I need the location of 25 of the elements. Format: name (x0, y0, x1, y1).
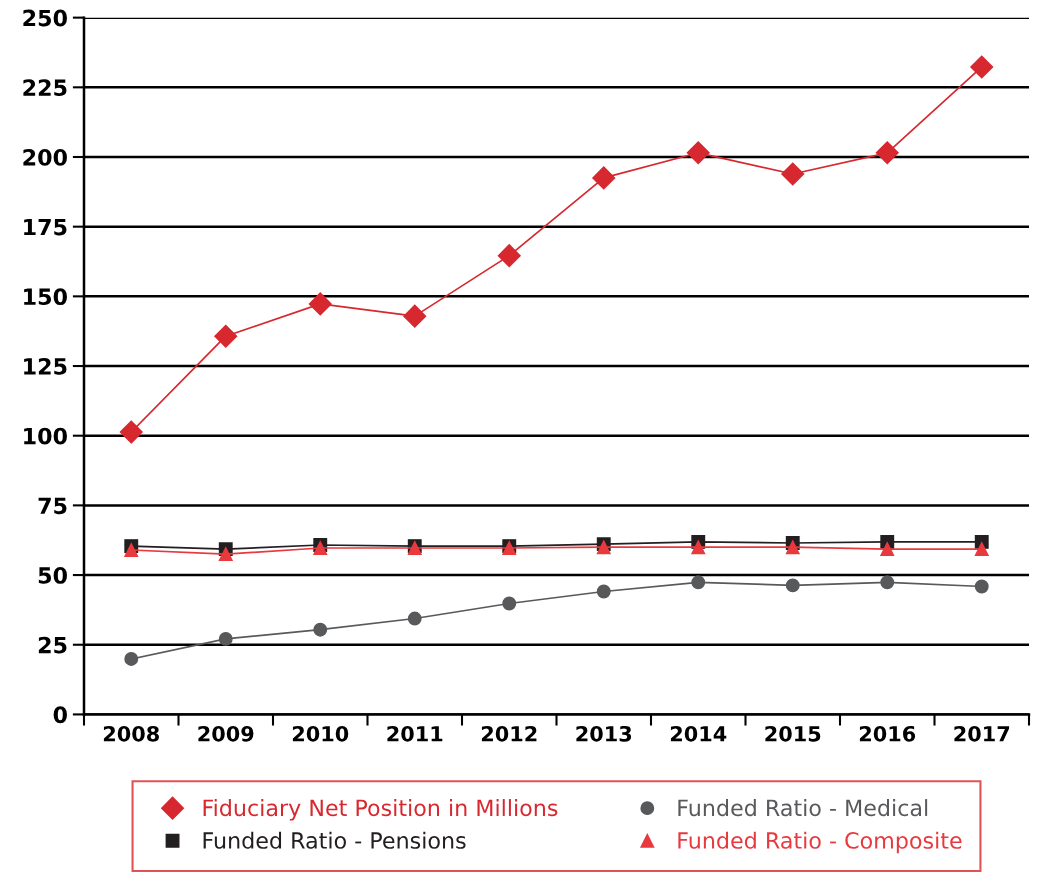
x-tick-label: 2014 (670, 725, 727, 742)
x-tick-label: 2010 (292, 725, 349, 742)
x-tick-label: 2015 (765, 725, 821, 742)
x-tick-label: 2012 (481, 725, 537, 742)
legend-label: Fiduciary Net Position in Millions (203, 799, 558, 821)
legend-label: Funded Ratio - Medical (678, 799, 928, 817)
y-tick-label: 250 (23, 9, 67, 27)
y-tick-label: 175 (24, 218, 67, 236)
y-tick-label: 25 (38, 636, 67, 654)
y-tick-label: 50 (38, 567, 67, 584)
x-tick-label: 2017 (954, 725, 1010, 742)
x-tick-label: 2009 (198, 725, 254, 742)
x-tick-label: 2008 (103, 725, 159, 742)
x-tick-label: 2013 (576, 725, 632, 742)
y-tick-label: 200 (23, 148, 67, 166)
y-tick-label: 125 (24, 357, 67, 375)
y-tick-label: 100 (24, 427, 67, 445)
legend-label: Funded Ratio - Composite (678, 831, 962, 854)
x-tick-label: 2011 (387, 725, 443, 742)
y-tick-label: 225 (23, 79, 67, 97)
legend-label: Funded Ratio - Pensions (203, 831, 466, 849)
y-tick-label: 150 (24, 288, 67, 306)
y-tick-label: 75 (38, 497, 67, 515)
y-tick-label: 0 (53, 706, 67, 724)
x-tick-label: 2016 (859, 725, 916, 742)
